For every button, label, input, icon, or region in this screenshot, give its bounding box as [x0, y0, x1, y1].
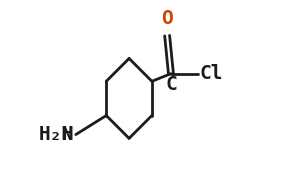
Text: O: O	[161, 9, 173, 28]
Text: H₂N: H₂N	[39, 125, 74, 144]
Text: Cl: Cl	[200, 64, 223, 83]
Text: H: H	[62, 125, 74, 144]
Text: C: C	[165, 75, 177, 94]
